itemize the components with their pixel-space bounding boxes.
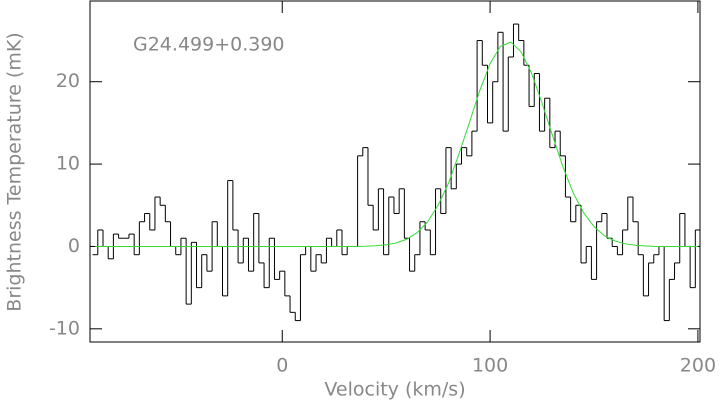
annotation: G24.499+0.390 <box>133 34 285 56</box>
x-axis-label: Velocity (km/s) <box>324 379 465 401</box>
x-tick-label: 100 <box>472 355 508 377</box>
x-tick-label: 0 <box>276 355 288 377</box>
plot-frame <box>89 0 701 343</box>
y-tick-label: 10 <box>56 153 80 175</box>
y-axis-label: Brightness Temperature (mK) <box>4 32 26 311</box>
y-tick-label: 20 <box>56 70 80 92</box>
y-tick-label: 0 <box>68 235 80 257</box>
x-tick-label: 200 <box>680 355 716 377</box>
y-tick-label: -10 <box>49 317 80 339</box>
fit-curve <box>95 41 698 247</box>
